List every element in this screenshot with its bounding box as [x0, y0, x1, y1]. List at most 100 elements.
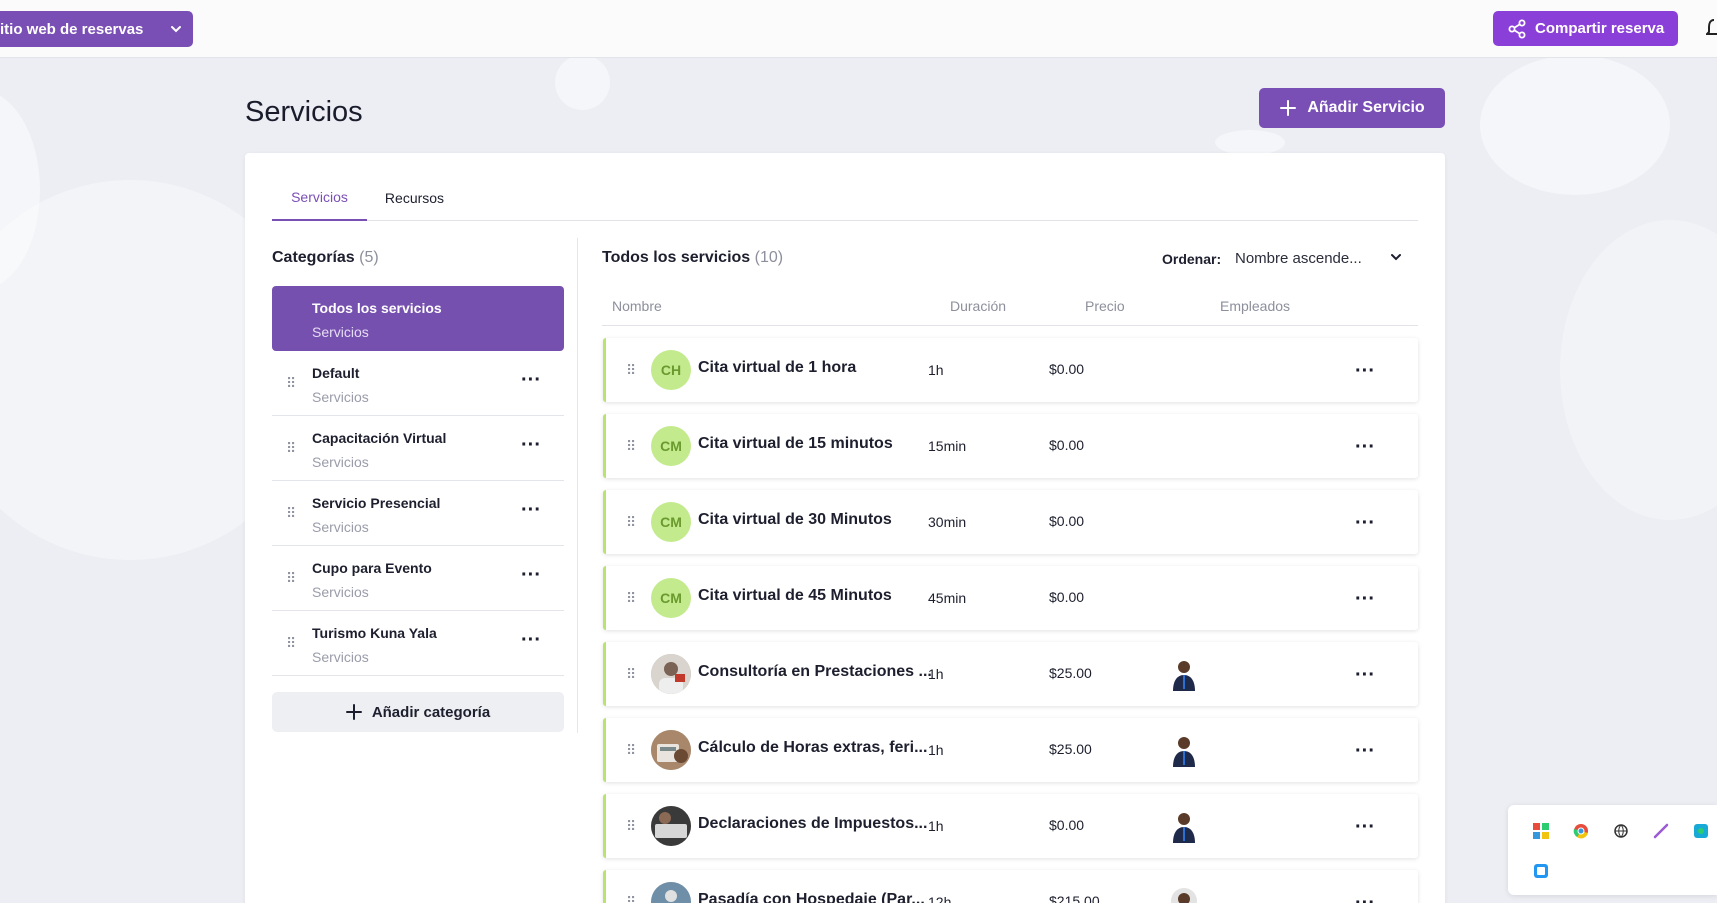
service-avatar: CM	[651, 502, 691, 542]
category-name: Capacitación Virtual	[312, 430, 447, 446]
category-item-turismo-kuna-yala[interactable]: ⠿ Turismo Kuna Yala Servicios ···	[272, 611, 564, 676]
tab-servicios[interactable]: Servicios	[272, 175, 367, 221]
service-price: $25.00	[1049, 741, 1092, 757]
tab-recursos[interactable]: Recursos	[372, 175, 457, 221]
service-avatar: CH	[651, 350, 691, 390]
service-row[interactable]: ⠿ Cálculo de Horas extras, feri... 1h $2…	[603, 718, 1418, 782]
tab-label: Servicios	[291, 189, 348, 205]
more-options-icon[interactable]: ···	[521, 434, 541, 456]
more-options-icon[interactable]: ···	[1355, 664, 1375, 686]
employee-avatar-icon[interactable]	[1170, 735, 1198, 767]
service-avatar: CM	[651, 426, 691, 466]
drag-handle-icon[interactable]: ⠿	[626, 742, 637, 758]
service-name: Cita virtual de 30 Minutos	[698, 511, 892, 528]
drag-handle-icon[interactable]: ⠿	[286, 375, 297, 391]
more-options-icon[interactable]: ···	[521, 564, 541, 586]
drag-handle-icon[interactable]: ⠿	[286, 440, 297, 456]
more-options-icon[interactable]: ···	[1355, 892, 1375, 903]
drag-handle-icon[interactable]: ⠿	[626, 514, 637, 530]
category-item-servicio-presencial[interactable]: ⠿ Servicio Presencial Servicios ···	[272, 481, 564, 546]
category-sub: Servicios	[312, 519, 369, 535]
employee-avatar-icon[interactable]	[1170, 659, 1198, 691]
share-booking-button[interactable]: Compartir reserva	[1493, 11, 1678, 46]
column-header-price[interactable]: Precio	[1085, 298, 1125, 314]
service-name: Cita virtual de 15 minutos	[698, 435, 893, 452]
more-options-icon[interactable]: ···	[1355, 512, 1375, 534]
service-duration: 45min	[928, 590, 967, 606]
window-app-icon[interactable]	[1532, 862, 1550, 880]
service-name: Declaraciones de Impuestos...	[698, 815, 928, 832]
service-photo	[651, 806, 691, 846]
more-options-icon[interactable]: ···	[1355, 740, 1375, 762]
sort-label: Ordenar:	[1162, 251, 1222, 267]
service-duration: 1h	[928, 362, 944, 378]
employee-avatar-icon[interactable]	[1170, 887, 1198, 903]
background-shape	[0, 90, 40, 290]
services-list: ⠿ CH Cita virtual de 1 hora 1h $0.00 ···…	[603, 338, 1418, 903]
share-booking-label: Compartir reserva	[1535, 20, 1665, 37]
service-name: Consultoría en Prestaciones ...	[698, 663, 932, 680]
drag-handle-icon[interactable]: ⠿	[286, 505, 297, 521]
column-header-duration[interactable]: Duración	[950, 298, 1007, 314]
service-duration: 1h	[928, 666, 944, 682]
service-duration: 1h	[928, 818, 944, 834]
services-card: Servicios Recursos Categorías (5) Todos …	[245, 153, 1445, 903]
office-apps-icon[interactable]	[1532, 822, 1550, 840]
more-options-icon[interactable]: ···	[521, 499, 541, 521]
bell-icon[interactable]	[1706, 17, 1717, 39]
more-options-icon[interactable]: ···	[1355, 816, 1375, 838]
service-duration: 12h	[928, 894, 952, 903]
drag-handle-icon[interactable]: ⠿	[626, 362, 637, 378]
more-options-icon[interactable]: ···	[1355, 436, 1375, 458]
more-options-icon[interactable]: ···	[1355, 588, 1375, 610]
service-row[interactable]: ⠿ CM Cita virtual de 30 Minutos 30min $0…	[603, 490, 1418, 554]
add-service-button[interactable]: Añadir Servicio	[1259, 88, 1445, 128]
categories-count: (5)	[359, 249, 379, 266]
category-sub: Servicios	[312, 649, 369, 665]
chrome-icon[interactable]	[1572, 822, 1590, 840]
sort-select[interactable]: Nombre ascende...	[1235, 250, 1362, 267]
service-row[interactable]: ⠿ Declaraciones de Impuestos... 1h $0.00…	[603, 794, 1418, 858]
employee-avatar-icon[interactable]	[1170, 811, 1198, 843]
drag-handle-icon[interactable]: ⠿	[626, 894, 637, 903]
drag-handle-icon[interactable]: ⠿	[626, 818, 637, 834]
more-options-icon[interactable]: ···	[521, 629, 541, 651]
category-item-all[interactable]: Todos los servicios Servicios	[272, 286, 564, 351]
globe-icon[interactable]	[1612, 822, 1630, 840]
category-list: Todos los servicios Servicios ⠿ Default …	[272, 286, 564, 676]
category-item-cupo-para-evento[interactable]: ⠿ Cupo para Evento Servicios ···	[272, 546, 564, 611]
plus-icon	[345, 704, 362, 720]
booking-site-label: itio web de reservas	[0, 20, 144, 38]
service-row[interactable]: ⠿ Pasadía con Hospedaje (Par... 12h $215…	[603, 870, 1418, 903]
drag-handle-icon[interactable]: ⠿	[626, 666, 637, 682]
service-row[interactable]: ⠿ CM Cita virtual de 45 Minutos 45min $0…	[603, 566, 1418, 630]
add-category-button[interactable]: Añadir categoría	[272, 692, 564, 732]
tab-bar: Servicios Recursos	[272, 175, 1418, 221]
column-header-employees[interactable]: Empleados	[1220, 298, 1291, 314]
more-options-icon[interactable]: ···	[1355, 360, 1375, 382]
more-options-icon[interactable]: ···	[521, 369, 541, 391]
service-row[interactable]: ⠿ CH Cita virtual de 1 hora 1h $0.00 ···	[603, 338, 1418, 402]
category-name: Turismo Kuna Yala	[312, 625, 437, 641]
drag-handle-icon[interactable]: ⠿	[286, 570, 297, 586]
service-row[interactable]: ⠿ Consultoría en Prestaciones ... 1h $25…	[603, 642, 1418, 706]
drag-handle-icon[interactable]: ⠿	[286, 635, 297, 651]
column-header-name[interactable]: Nombre	[612, 298, 662, 314]
service-row[interactable]: ⠿ CM Cita virtual de 15 minutos 15min $0…	[603, 414, 1418, 478]
plus-icon	[1280, 100, 1297, 116]
background-shape	[1560, 220, 1717, 520]
drag-handle-icon[interactable]: ⠿	[626, 438, 637, 454]
service-name: Cita virtual de 1 hora	[698, 359, 857, 376]
drag-handle-icon[interactable]: ⠿	[626, 590, 637, 606]
booking-site-dropdown[interactable]: itio web de reservas	[0, 11, 193, 47]
service-photo	[651, 654, 691, 694]
service-name: Pasadía con Hospedaje (Par...	[698, 891, 925, 903]
app-cube-icon[interactable]	[1692, 822, 1710, 840]
service-photo	[651, 730, 691, 770]
category-item-default[interactable]: ⠿ Default Servicios ···	[272, 351, 564, 416]
category-item-capacitacion-virtual[interactable]: ⠿ Capacitación Virtual Servicios ···	[272, 416, 564, 481]
feather-pen-icon[interactable]	[1652, 822, 1670, 840]
chevron-down-icon[interactable]	[1388, 249, 1404, 265]
column-divider	[577, 238, 578, 733]
share-icon	[1508, 19, 1526, 38]
